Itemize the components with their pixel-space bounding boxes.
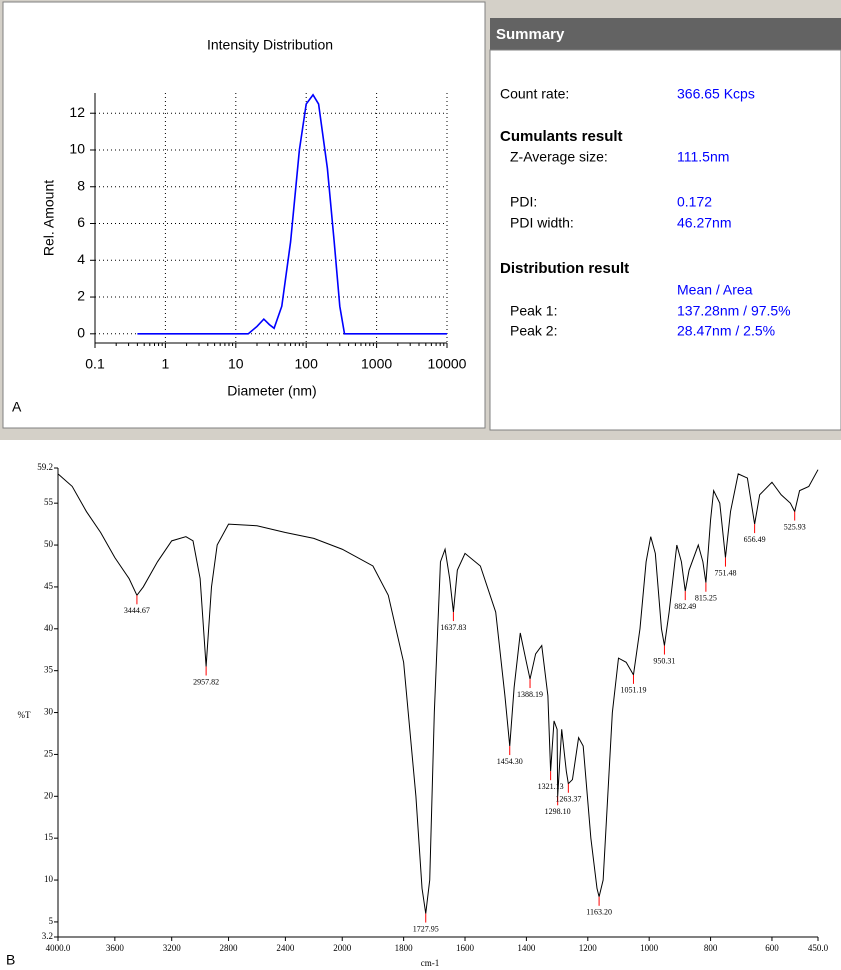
y-tick-label: 30 <box>44 707 54 717</box>
value: 111.5nm <box>677 149 729 165</box>
y-tick-label: 12 <box>69 104 85 120</box>
summary-panel <box>489 49 841 431</box>
summary-header <box>490 18 841 50</box>
x-tick-label: 1 <box>162 356 170 372</box>
y-tick-label: 35 <box>44 665 54 675</box>
value: 46.27nm <box>677 215 731 231</box>
heading: Cumulants result <box>500 128 623 145</box>
y-tick-label: 0 <box>77 325 85 341</box>
y-axis-label: Rel. Amount <box>41 180 57 256</box>
peak-label: 1637.83 <box>440 623 466 632</box>
x-tick-label: 3200 <box>163 943 182 953</box>
value: 366.65 Kcps <box>677 86 755 102</box>
peak-label: 525.93 <box>784 522 806 531</box>
peak-label: 1051.19 <box>620 686 646 695</box>
heading: Distribution result <box>500 260 629 277</box>
x-tick-label: 10 <box>228 356 244 372</box>
panel-label: A <box>12 399 22 415</box>
x-tick-label: 10000 <box>428 356 467 372</box>
y-tick-label: 45 <box>44 581 54 591</box>
x-tick-label: 1400 <box>517 943 536 953</box>
value: 0.172 <box>677 194 712 210</box>
x-axis-label: Diameter (nm) <box>227 383 316 399</box>
panel-b-background <box>0 442 841 970</box>
data-line <box>57 469 819 914</box>
peak-label: 1163.20 <box>586 908 612 917</box>
x-tick-label: 2000 <box>333 943 352 953</box>
peak-label: 950.31 <box>653 656 675 665</box>
data-line <box>137 93 447 335</box>
label: Peak 1: <box>510 303 557 319</box>
x-tick-label: 1200 <box>579 943 598 953</box>
x-tick-label: 4000.0 <box>46 943 71 953</box>
y-tick-label: 3.2 <box>42 931 53 941</box>
column-header: Mean / Area <box>677 282 753 298</box>
peak-label: 1388.19 <box>517 690 543 699</box>
y-tick-label: 2 <box>77 288 85 304</box>
x-tick-label: 800 <box>704 943 718 953</box>
peak-label: 656.49 <box>744 535 766 544</box>
y-tick-label: 25 <box>44 748 54 758</box>
y-tick-label: 50 <box>44 539 54 549</box>
y-tick-label: 55 <box>44 497 54 507</box>
peak-label: 1263.37 <box>555 795 581 804</box>
y-tick-label: 59.2 <box>37 462 53 472</box>
value: 137.28nm / 97.5% <box>677 303 791 319</box>
chart-frame <box>2 1 486 429</box>
x-tick-label: 1800 <box>395 943 414 953</box>
peak-label: 2957.82 <box>193 677 219 686</box>
label: Count rate: <box>500 86 569 102</box>
x-tick-label: 100 <box>295 356 319 372</box>
chart-title: Intensity Distribution <box>207 37 333 53</box>
peak-label: 1727.95 <box>413 924 439 933</box>
label: PDI width: <box>510 215 574 231</box>
peak-label: 751.48 <box>714 568 736 577</box>
y-tick-label: 15 <box>44 832 54 842</box>
x-tick-label: 450.0 <box>808 943 829 953</box>
y-tick-label: 10 <box>44 874 54 884</box>
x-tick-label: 1000 <box>361 356 392 372</box>
y-tick-label: 4 <box>77 251 85 267</box>
x-tick-label: 1600 <box>456 943 475 953</box>
summary-title: Summary <box>496 26 565 43</box>
x-axis-label: cm-1 <box>421 958 440 968</box>
panel-label: B <box>6 952 15 968</box>
y-tick-label: 5 <box>49 916 54 926</box>
y-tick-label: 6 <box>77 214 85 230</box>
y-tick-label: 10 <box>69 141 85 157</box>
y-axis-label: %T <box>18 710 31 720</box>
y-tick-label: 8 <box>77 177 85 193</box>
x-tick-label: 3600 <box>106 943 125 953</box>
peak-label: 1454.30 <box>497 757 523 766</box>
label: Peak 2: <box>510 323 557 339</box>
label: Z-Average size: <box>510 149 608 165</box>
peak-label: 815.25 <box>695 594 717 603</box>
x-tick-label: 2800 <box>220 943 239 953</box>
y-tick-label: 40 <box>44 623 54 633</box>
y-tick-label: 20 <box>44 790 54 800</box>
peak-label: 1298.10 <box>545 807 571 816</box>
x-tick-label: 1000 <box>640 943 659 953</box>
peak-label: 882.49 <box>674 602 696 611</box>
peak-label: 1321.13 <box>538 782 564 791</box>
x-tick-label: 600 <box>765 943 779 953</box>
x-tick-label: 2400 <box>276 943 295 953</box>
label: PDI: <box>510 194 537 210</box>
peak-label: 3444.67 <box>124 606 150 615</box>
x-tick-label: 0.1 <box>85 356 105 372</box>
value: 28.47nm / 2.5% <box>677 323 775 339</box>
